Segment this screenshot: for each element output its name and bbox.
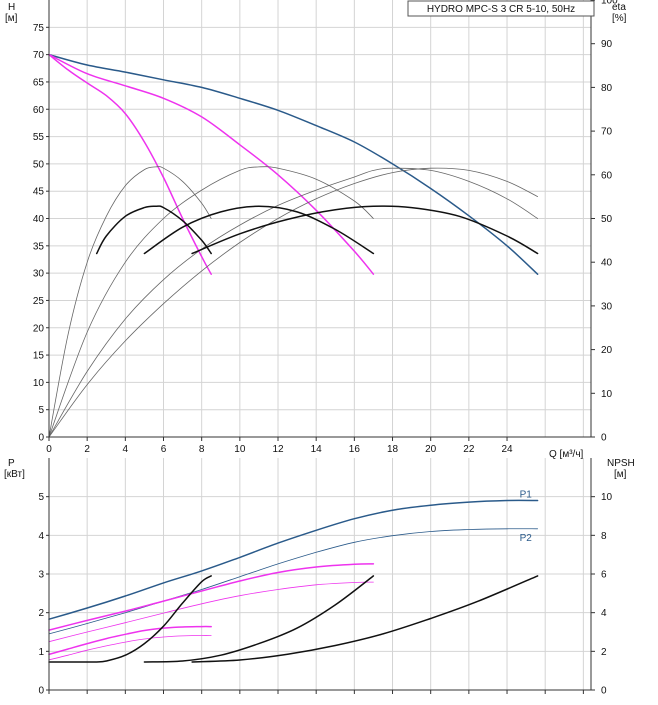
top-left-tick-label: 35 (33, 241, 45, 252)
top-series-black-8-line (143, 205, 375, 255)
series-label-p2: P2 (520, 533, 533, 544)
top-right-tick-label: 90 (601, 39, 613, 50)
top-series-gray-4-line (48, 166, 374, 438)
bottom-series-black-7-line (143, 575, 375, 663)
x-tick-label: 20 (425, 444, 437, 455)
left-axis-unit-p: [кВт] (4, 469, 25, 480)
top-right-tick-label: 40 (601, 258, 613, 269)
x-tick-label: 10 (234, 444, 246, 455)
top-left-tick-label: 65 (33, 77, 45, 88)
top-left-tick-label: 0 (38, 433, 44, 444)
left-axis-label-h: H (8, 2, 15, 13)
top-series-black-7-line (95, 205, 212, 255)
x-tick-label: 0 (46, 444, 52, 455)
x-tick-label: 6 (161, 444, 167, 455)
chart-title-box (407, 0, 595, 17)
bottom-series-p1-line (48, 499, 539, 620)
top-right-tick-label: 50 (601, 214, 613, 225)
bottom-right-tick-label: 8 (601, 531, 607, 542)
top-series-gray-6-line (48, 167, 538, 438)
top-right-tick-label: 0 (601, 433, 607, 444)
top-left-tick-label: 45 (33, 187, 45, 198)
top-left-tick-label: 75 (33, 23, 45, 34)
x-axis-label-q: Q [м³/ч] (549, 449, 584, 460)
bottom-right-tick-label: 4 (601, 608, 607, 619)
bottom-series-magenta-4-line (48, 625, 212, 656)
top-series-magenta-2-line (48, 53, 212, 275)
top-left-tick-label: 30 (33, 269, 45, 280)
x-tick-label: 18 (387, 444, 399, 455)
bottom-left-tick-label: 1 (38, 647, 44, 658)
top-left-tick-label: 50 (33, 159, 45, 170)
right-axis-unit-npsh: [м] (614, 469, 627, 480)
top-left-tick-label: 60 (33, 105, 45, 116)
right-axis-unit-eta: [%] (612, 13, 627, 24)
chart-title: HYDRO MPC-S 3 CR 5-10, 50Hz (427, 4, 575, 15)
left-axis-label-p: P (8, 458, 15, 469)
top-right-tick-label: 10 (601, 389, 613, 400)
top-left-tick-label: 10 (33, 378, 45, 389)
top-chart-titlebox: HYDRO MPC-S 3 CR 5-10, 50Hz (407, 0, 595, 17)
bottom-right-tick-label: 2 (601, 647, 607, 658)
top-left-tick-label: 70 (33, 50, 45, 61)
x-tick-label: 24 (501, 444, 513, 455)
top-series-gray-3-line (48, 166, 212, 438)
x-tick-label: 4 (123, 444, 129, 455)
bottom-series-magenta-2-line (48, 563, 375, 631)
bottom-series-black-6-line (48, 575, 212, 663)
bottom-left-tick-label: 2 (38, 608, 44, 619)
bottom-right-tick-label: 0 (601, 686, 607, 697)
top-series-gray-5-line (48, 167, 538, 438)
top-right-tick-label: 30 (601, 301, 613, 312)
bottom-series-magenta-5-line (48, 635, 212, 661)
right-axis-label-npsh: NPSH (607, 458, 635, 469)
bottom-left-tick-label: 4 (38, 531, 44, 542)
top-right-tick-label: 100 (601, 0, 618, 7)
axis-layer: 0510152025303540455055606570750102030405… (33, 0, 618, 697)
bottom-left-tick-label: 5 (38, 492, 44, 503)
x-tick-label: 16 (349, 444, 361, 455)
x-tick-label: 12 (272, 444, 284, 455)
x-tick-label: 8 (199, 444, 205, 455)
top-left-tick-label: 5 (38, 405, 44, 416)
top-series-black-9-line (191, 205, 539, 255)
x-tick-label: 14 (311, 444, 323, 455)
series-label-p1: P1 (520, 490, 533, 501)
bottom-left-tick-label: 0 (38, 686, 44, 697)
bottom-right-tick-label: 10 (601, 492, 613, 503)
top-right-tick-label: 20 (601, 345, 613, 356)
top-right-tick-label: 70 (601, 127, 613, 138)
bottom-series-p2-line (48, 528, 538, 635)
top-series-magenta-1-line (48, 53, 375, 275)
top-right-tick-label: 80 (601, 83, 613, 94)
series-layer: P1 P2 (48, 53, 539, 663)
x-tick-label: 2 (84, 444, 90, 455)
bottom-series-black-8-line (191, 575, 539, 663)
left-axis-unit-h: [м] (5, 13, 18, 24)
bottom-series-magenta-3-line (48, 581, 374, 643)
x-tick-label: 22 (463, 444, 475, 455)
bottom-left-tick-label: 3 (38, 570, 44, 581)
top-left-tick-label: 25 (33, 296, 45, 307)
top-left-tick-label: 40 (33, 214, 45, 225)
top-left-tick-label: 15 (33, 351, 45, 362)
right-axis-label-eta: eta (612, 2, 626, 13)
top-right-tick-label: 60 (601, 170, 613, 181)
top-left-tick-label: 20 (33, 323, 45, 334)
bottom-right-tick-label: 6 (601, 570, 607, 581)
top-series-blue-0-line (48, 53, 539, 275)
grid-layer (48, 0, 591, 691)
top-left-tick-label: 55 (33, 132, 45, 143)
